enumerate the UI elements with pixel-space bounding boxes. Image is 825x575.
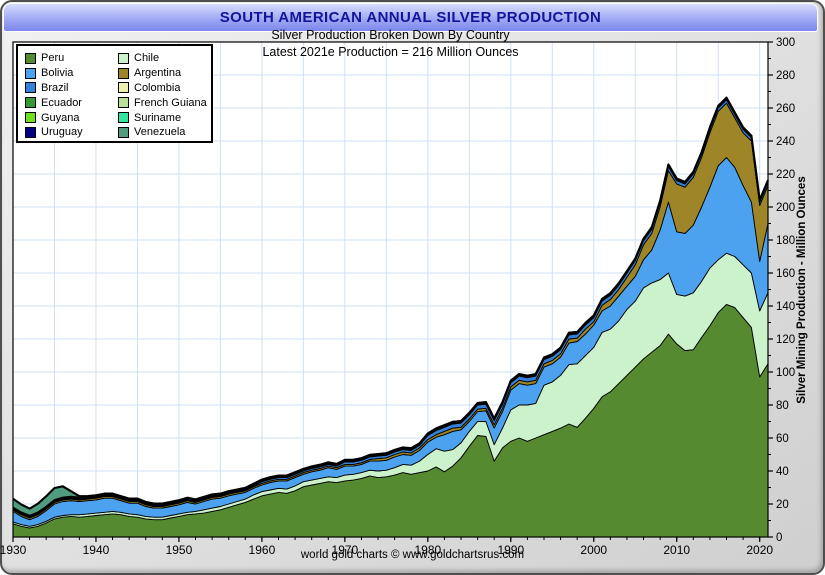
legend-swatch [25,112,36,124]
legend-label: Colombia [134,81,181,94]
y-tick-label: 180 [776,235,795,247]
y-tick-label: 240 [776,136,795,148]
legend-label: Venezuela [134,126,186,139]
legend-label: Ecuador [41,96,82,109]
legend-column: Chile Argentina Colombia French Guiana Surin… [118,51,211,141]
x-tick-label: 1980 [414,543,441,557]
legend-swatch [118,67,129,79]
legend-item-suriname: Suriname [118,110,211,125]
legend-label: French Guiana [134,96,207,109]
legend-swatch [118,52,129,64]
legend-swatch [118,126,129,138]
footer-credit: world gold charts © www.goldchartsrus.co… [300,549,525,561]
legend-label: Chile [134,52,160,65]
legend-swatch [118,97,129,109]
legend-item-colombia: Colombia [118,81,211,96]
y-tick-label: 220 [776,169,795,181]
y-tick-label: 200 [776,202,795,214]
y-axis-title: Silver Mining Production - Million Ounce… [796,176,808,403]
legend-label: Bolivia [41,67,74,80]
x-tick-label: 1960 [249,543,276,557]
y-tick-label: 40 [776,466,789,478]
legend-label: Brazil [41,81,69,94]
y-tick-label: 280 [776,70,795,82]
x-tick-label: 1970 [332,543,359,557]
x-tick-label: 2000 [580,543,607,557]
y-tick-label: 80 [776,400,789,412]
x-tick-label: 2020 [746,543,773,557]
legend-item-ecuador: Ecuador [25,95,118,110]
y-tick-label: 260 [776,103,795,115]
legend-swatch [25,82,36,94]
legend-label: Peru [41,52,65,65]
legend-item-chile: Chile [118,51,211,66]
x-tick-label: 1940 [83,543,110,557]
legend-swatch [118,82,129,94]
x-tick-label: 1950 [166,543,193,557]
legend-item-french-guiana: French Guiana [118,95,211,110]
title-bar: SOUTH AMERICAN ANNUAL SILVER PRODUCTION [3,3,818,32]
legend-item-uruguay: Uruguay [25,125,118,140]
y-tick-label: 120 [776,334,795,346]
legend-swatch [25,126,36,138]
legend-item-peru: Peru [25,51,118,66]
legend-item-argentina: Argentina [118,66,211,81]
legend-label: Argentina [134,67,182,80]
y-tick-label: 300 [776,37,795,49]
y-tick-label: 20 [776,499,789,511]
legend-label: Guyana [41,111,80,124]
chart-subtitle: Silver Production Broken Down By Country [271,28,510,42]
legend-item-brazil: Brazil [25,81,118,96]
legend-swatch [25,52,36,64]
chart-title: SOUTH AMERICAN ANNUAL SILVER PRODUCTION [219,9,602,26]
legend-label: Suriname [134,111,182,124]
legend-label: Uruguay [41,126,83,139]
y-tick-label: 0 [776,532,782,544]
y-tick-label: 140 [776,301,795,313]
y-tick-label: 100 [776,367,795,379]
legend: Peru Bolivia Brazil Ecuador Guyana Uruguay Chi… [16,44,213,143]
legend-column: Peru Bolivia Brazil Ecuador Guyana Uruguay [25,51,118,141]
x-tick-label: 2010 [663,543,690,557]
legend-swatch [25,67,36,79]
legend-swatch [25,97,36,109]
legend-item-guyana: Guyana [25,110,118,125]
chart-annotation: Latest 2021e Production = 216 Million Ou… [262,45,519,59]
total-line [12,96,769,510]
x-tick-label: 1990 [497,543,524,557]
x-tick-label: 1930 [0,543,27,557]
legend-swatch [118,112,129,124]
y-tick-label: 60 [776,433,789,445]
legend-item-bolivia: Bolivia [25,66,118,81]
legend-item-venezuela: Venezuela [118,125,211,140]
y-tick-label: 160 [776,268,795,280]
